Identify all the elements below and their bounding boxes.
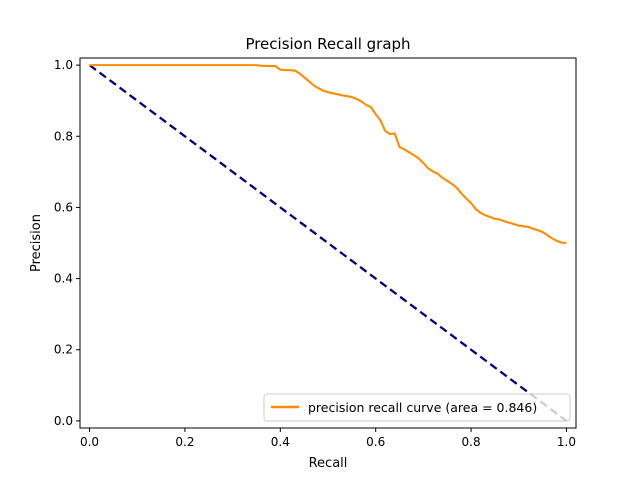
x-tick-label: 0.8 [462,435,481,449]
x-tick-label: 0.6 [366,435,385,449]
legend-box [263,393,571,422]
x-tick-label: 0.2 [175,435,194,449]
x-axis-label: Recall [309,456,348,471]
x-tick-label: 0.4 [271,435,290,449]
y-tick-label: 0.0 [54,414,73,428]
series-layer [88,64,568,422]
y-tick-label: 0.2 [54,343,73,357]
y-tick-label: 1.0 [54,58,73,72]
axes-frame [79,57,577,429]
x-axis-ticks: 0.0 0.2 0.4 0.6 0.8 1.0 [80,428,576,449]
plot-area [79,57,577,429]
legend-label: precision recall curve (area = 0.846) [308,400,537,415]
precision-recall-curve [89,64,567,245]
legend: precision recall curve (area = 0.846) [263,393,571,422]
y-tick-label: 0.8 [54,129,73,143]
x-tick-label: 1.0 [557,435,576,449]
y-axis-ticks: 0.0 0.2 0.4 0.6 0.8 1.0 [54,58,80,428]
x-tick-label: 0.0 [80,435,99,449]
y-tick-label: 0.4 [54,272,73,286]
y-tick-label: 0.6 [54,200,73,214]
chart-title: Precision Recall graph [245,35,410,53]
y-axis-label: Precision [29,214,44,272]
